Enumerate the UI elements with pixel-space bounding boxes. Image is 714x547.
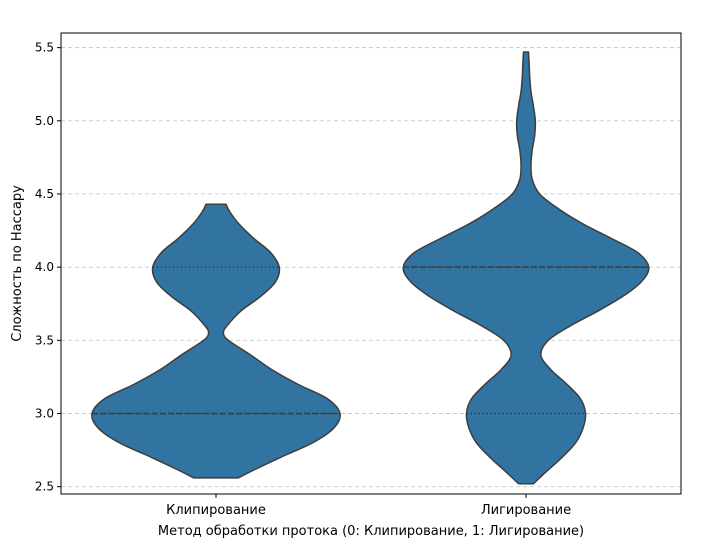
x-axis-label: Метод обработки протока (0: Клипирование… <box>158 524 584 539</box>
y-tick-label: 4.0 <box>35 260 54 274</box>
y-axis-label: Сложность по Нассару <box>10 185 25 342</box>
y-tick-label: 4.5 <box>35 187 54 201</box>
x-tick-label: Клипирование <box>166 503 266 518</box>
plot-frame <box>60 32 682 495</box>
y-tick-label: 3.5 <box>35 333 54 347</box>
x-axis: Клипирование Лигирование <box>166 494 571 518</box>
violin-body <box>91 203 341 479</box>
y-tick-label: 2.5 <box>35 480 54 494</box>
y-tick-label: 3.0 <box>35 407 54 421</box>
y-tick-label: 5.0 <box>35 114 54 128</box>
y-gridlines <box>61 47 681 488</box>
x-tick-label: Лигирование <box>481 503 571 518</box>
y-axis: 2.5 3.0 3.5 4.0 4.5 5.0 5.5 <box>35 41 61 494</box>
violins <box>91 51 650 485</box>
y-tick-label: 5.5 <box>35 41 54 55</box>
